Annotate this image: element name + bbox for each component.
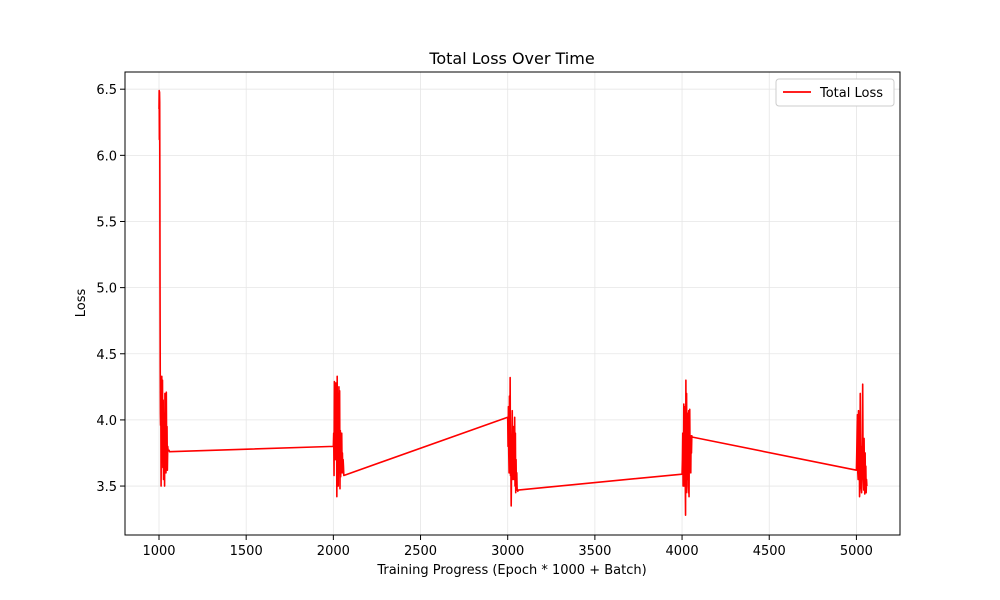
- x-tick-label: 1500: [230, 544, 263, 559]
- x-tick-label: 2000: [317, 544, 350, 559]
- legend-label: Total Loss: [819, 86, 883, 101]
- y-axis-title: Loss: [74, 289, 89, 318]
- y-tick-label: 4.5: [96, 348, 117, 363]
- x-tick-label: 3000: [491, 544, 524, 559]
- plot-frame: [124, 71, 901, 536]
- x-tick-label: 5000: [840, 544, 873, 559]
- y-tick-label: 6.5: [96, 83, 117, 98]
- x-tick-label: 3500: [578, 544, 611, 559]
- series-line-total-loss: [158, 89, 868, 516]
- legend-box: [775, 78, 895, 107]
- x-axis-title: Training Progress (Epoch * 1000 + Batch): [376, 563, 646, 578]
- series-layer: [158, 89, 868, 516]
- y-tick-label: 6.0: [96, 149, 117, 164]
- chart-title: Total Loss Over Time: [428, 49, 594, 68]
- y-tick-label: 4.0: [96, 414, 117, 429]
- x-axis-ticks: 1000 1500 2000 2500 3000 3500 4000 4500 5000: [142, 535, 873, 559]
- x-tick-label: 1000: [142, 544, 175, 559]
- legend: Total Loss: [775, 78, 895, 107]
- y-tick-label: 5.5: [96, 215, 117, 230]
- y-axis-ticks: 3.5 4.0 4.5 5.0 5.5 6.0 6.5: [96, 83, 125, 495]
- x-tick-label: 2500: [404, 544, 437, 559]
- x-tick-label: 4500: [753, 544, 786, 559]
- y-tick-label: 5.0: [96, 282, 117, 297]
- x-tick-label: 4000: [666, 544, 699, 559]
- y-tick-label: 3.5: [96, 480, 117, 495]
